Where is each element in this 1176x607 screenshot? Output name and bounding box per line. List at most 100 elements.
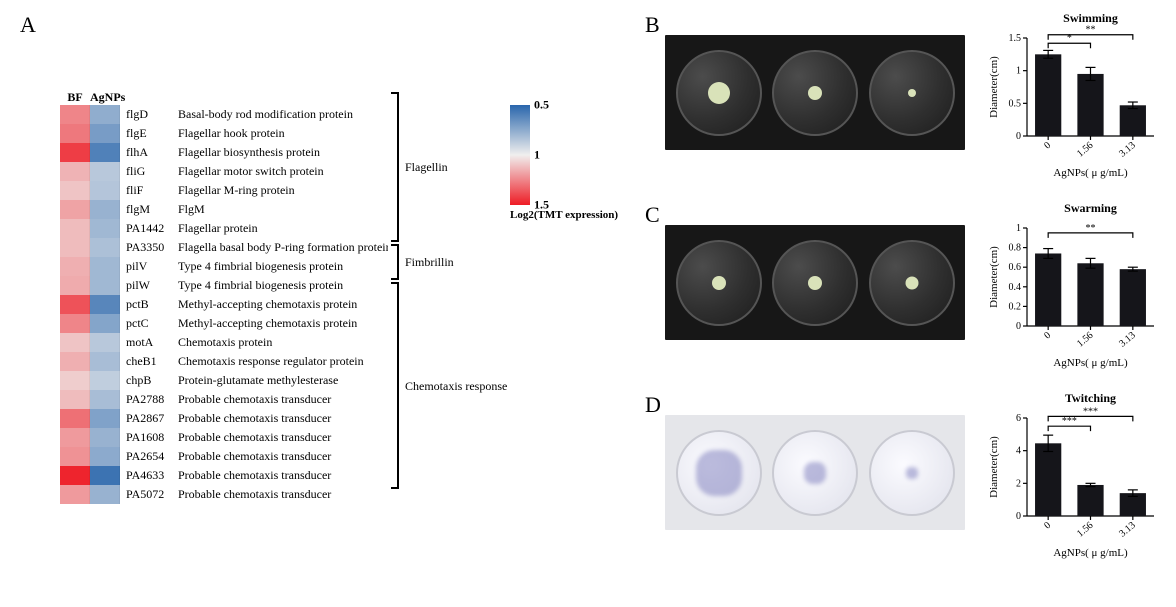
heatmap-row: chpBProtein-glutamate methylesterase [60, 371, 388, 390]
svg-text:**: ** [1086, 223, 1096, 234]
gene-label: motA [126, 333, 174, 352]
bracket-label: Fimbrillin [405, 255, 454, 270]
gene-desc: Type 4 fimbrial biogenesis protein [178, 276, 388, 295]
heatmap-cell [90, 466, 120, 485]
heatmap-cell [60, 276, 90, 295]
svg-text:0.2: 0.2 [1009, 301, 1022, 312]
gene-label: PA2654 [126, 447, 174, 466]
gene-label: pilW [126, 276, 174, 295]
heatmap-cell [60, 124, 90, 143]
svg-text:Diameter(cm): Diameter(cm) [988, 246, 1000, 308]
gene-desc: Probable chemotaxis transducer [178, 447, 388, 466]
heatmap-cell [60, 143, 90, 162]
heatmap-cell [90, 428, 120, 447]
heatmap-row: fliFFlagellar M-ring protein [60, 181, 388, 200]
svg-text:Diameter(cm): Diameter(cm) [988, 436, 1000, 498]
svg-text:Swarming: Swarming [1064, 201, 1117, 215]
gene-label: fliG [126, 162, 174, 181]
heatmap-cell [90, 200, 120, 219]
gene-label: PA2788 [126, 390, 174, 409]
bar-chart-swarming: Swarming00.20.40.60.81Diameter(cm)01.563… [985, 200, 1160, 370]
bar-chart-swimming: Swimming00.511.5Diameter(cm)01.563.13***… [985, 10, 1160, 180]
heatmap-row: pilVType 4 fimbrial biogenesis protein [60, 257, 388, 276]
heatmap-cell [60, 333, 90, 352]
heatmap-row: PA1442Flagellar protein [60, 219, 388, 238]
gene-label: flgD [126, 105, 174, 124]
colorbar-tick: 0.5 [534, 98, 549, 113]
heatmap-cell [60, 390, 90, 409]
gene-desc: Type 4 fimbrial biogenesis protein [178, 257, 388, 276]
bracket [391, 244, 399, 280]
svg-text:0: 0 [1042, 140, 1053, 152]
colorbar-tick: 1.5 [534, 198, 549, 213]
svg-text:6: 6 [1016, 413, 1021, 424]
heatmap-colorbar: 0.511.5 Log2(TMT expression) [510, 105, 620, 221]
gene-desc: Flagellar hook protein [178, 124, 388, 143]
gene-label: cheB1 [126, 352, 174, 371]
gene-label: PA3350 [126, 238, 174, 257]
petri-dish [869, 430, 955, 516]
bracket [391, 282, 399, 489]
svg-text:AgNPs( μ g/mL): AgNPs( μ g/mL) [1053, 167, 1128, 179]
svg-text:***: *** [1062, 416, 1077, 427]
heatmap-cell [60, 447, 90, 466]
svg-text:AgNPs( μ g/mL): AgNPs( μ g/mL) [1053, 357, 1128, 369]
panel-a-heatmap: BF AgNPs flgDBasal-body rod modification… [20, 20, 640, 580]
petri-dish [772, 50, 858, 136]
gene-desc: Flagellar motor switch protein [178, 162, 388, 181]
heatmap-cell [60, 314, 90, 333]
heatmap-cell [90, 238, 120, 257]
heatmap-cell [90, 485, 120, 504]
heatmap-cell [90, 276, 120, 295]
gene-desc: Probable chemotaxis transducer [178, 485, 388, 504]
heatmap-row: PA4633Probable chemotaxis transducer [60, 466, 388, 485]
gene-desc: Flagellar biosynthesis protein [178, 143, 388, 162]
heatmap-cell [60, 409, 90, 428]
heatmap-cell [60, 200, 90, 219]
gene-label: flgM [126, 200, 174, 219]
bar-chart-twitching: Twitching0246Diameter(cm)01.563.13******… [985, 390, 1160, 560]
petri-dish [869, 240, 955, 326]
svg-text:1: 1 [1016, 223, 1021, 234]
gene-desc: Methyl-accepting chemotaxis protein [178, 314, 388, 333]
gene-desc: Protein-glutamate methylesterase [178, 371, 388, 390]
svg-text:0.8: 0.8 [1009, 243, 1022, 254]
petri-dish [772, 430, 858, 516]
petri-dish-photo [665, 35, 965, 150]
gene-label: PA2867 [126, 409, 174, 428]
heatmap-row: flgEFlagellar hook protein [60, 124, 388, 143]
heatmap-cell [90, 314, 120, 333]
gene-label: fliF [126, 181, 174, 200]
colony-spot [708, 82, 730, 104]
panel-c-row: Swarming00.20.40.60.81Diameter(cm)01.563… [645, 210, 1165, 395]
gene-label: PA1442 [126, 219, 174, 238]
svg-text:0.4: 0.4 [1009, 282, 1022, 293]
gene-desc: Probable chemotaxis transducer [178, 409, 388, 428]
heatmap-row: PA1608Probable chemotaxis transducer [60, 428, 388, 447]
heatmap-row: fliGFlagellar motor switch protein [60, 162, 388, 181]
colony-spot [808, 86, 822, 100]
svg-text:2: 2 [1016, 478, 1021, 489]
gene-label: pctB [126, 295, 174, 314]
heatmap-row: flhAFlagellar biosynthesis protein [60, 143, 388, 162]
heatmap-cell [60, 428, 90, 447]
svg-text:Twitching: Twitching [1065, 391, 1116, 405]
gene-desc: Basal-body rod modification protein [178, 105, 388, 124]
heatmap-cell [90, 352, 120, 371]
gene-label: flgE [126, 124, 174, 143]
petri-dish-photo [665, 225, 965, 340]
bracket-label: Chemotaxis response [405, 379, 507, 394]
petri-dish [772, 240, 858, 326]
heatmap-cell [90, 409, 120, 428]
svg-text:3.13: 3.13 [1117, 330, 1137, 350]
gene-desc: Probable chemotaxis transducer [178, 428, 388, 447]
heatmap-row: flgDBasal-body rod modification protein [60, 105, 388, 124]
svg-text:3.13: 3.13 [1117, 520, 1137, 540]
heatmap-rows: flgDBasal-body rod modification proteinf… [60, 105, 388, 504]
colony-spot [804, 462, 826, 484]
gene-desc: Flagellar protein [178, 219, 388, 238]
heatmap-col-header: AgNPs [90, 90, 120, 105]
colony-spot [808, 276, 822, 290]
svg-text:3.13: 3.13 [1117, 140, 1137, 160]
svg-text:***: *** [1083, 406, 1098, 417]
